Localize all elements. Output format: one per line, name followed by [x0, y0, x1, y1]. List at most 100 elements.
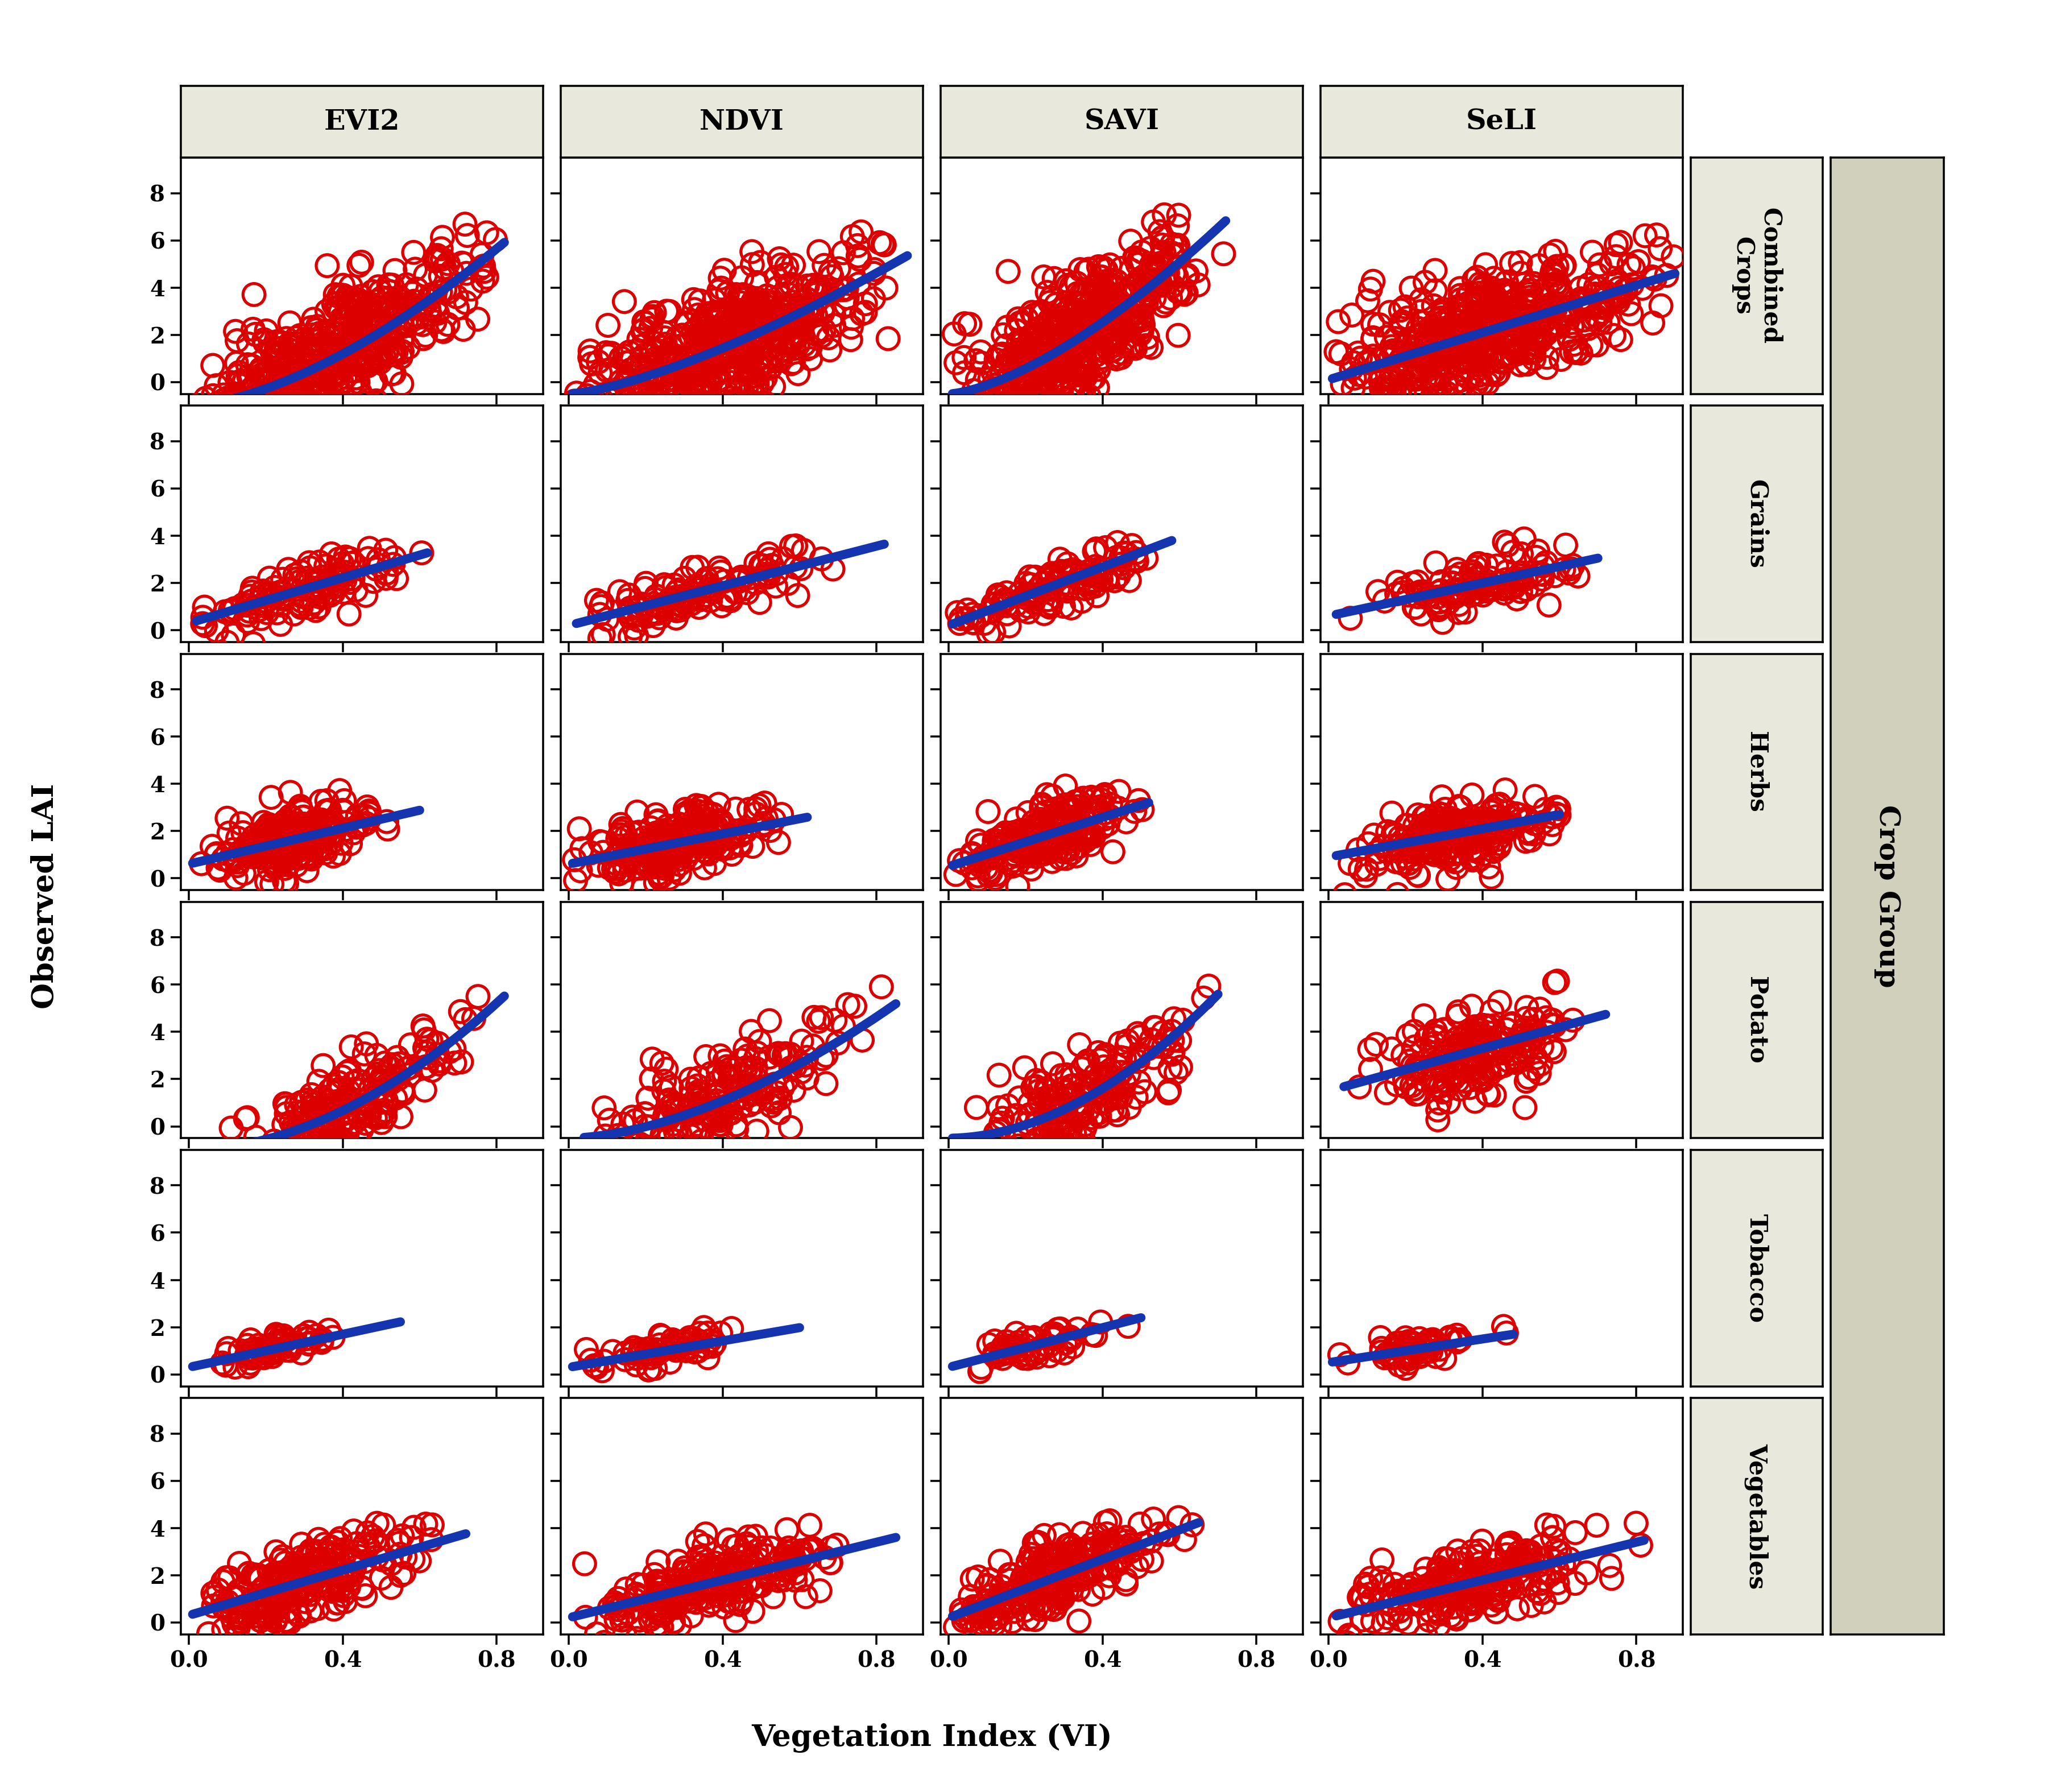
Point [1409, 581, 1442, 609]
Point [267, 1579, 300, 1607]
Point [263, 335, 296, 364]
Point [1413, 1581, 1446, 1609]
Point [1368, 380, 1401, 409]
Point [685, 1559, 718, 1588]
Point [296, 1539, 329, 1568]
Point [298, 806, 331, 835]
Point [985, 1335, 1018, 1364]
Point [356, 301, 389, 330]
Point [996, 351, 1028, 380]
Point [983, 1093, 1016, 1122]
Point [1543, 271, 1576, 299]
Point [1026, 263, 1059, 292]
Point [778, 312, 810, 340]
Point [1020, 1342, 1053, 1371]
Point [1002, 873, 1035, 901]
Point [613, 348, 646, 376]
Point [1428, 296, 1460, 324]
Point [1179, 256, 1212, 285]
Point [1403, 1581, 1436, 1609]
Point [276, 1107, 309, 1136]
Point [703, 276, 736, 305]
Point [712, 824, 745, 853]
Point [864, 228, 897, 256]
Point [1349, 362, 1382, 391]
Point [1537, 254, 1569, 283]
Point [1096, 321, 1129, 349]
Point [979, 1131, 1012, 1159]
Point [650, 588, 683, 616]
Point [648, 358, 681, 387]
Point [631, 1084, 664, 1113]
Point [623, 1129, 656, 1158]
Point [1343, 344, 1376, 373]
Point [687, 1575, 720, 1604]
Point [306, 1100, 339, 1129]
Point [232, 1353, 265, 1382]
Point [1028, 1098, 1061, 1127]
Point [1008, 819, 1041, 848]
Point [965, 394, 998, 423]
Point [1035, 1539, 1068, 1568]
Point [1477, 1555, 1510, 1584]
Point [675, 1586, 708, 1615]
Point [212, 383, 245, 412]
Point [228, 1104, 261, 1133]
Point [1407, 333, 1440, 362]
Point [1444, 1038, 1477, 1066]
Point [640, 1579, 673, 1607]
Point [1621, 247, 1654, 276]
Point [329, 1588, 362, 1616]
Point [1382, 1588, 1415, 1616]
Point [1150, 1025, 1183, 1054]
Point [1419, 256, 1452, 285]
Point [1454, 1029, 1487, 1057]
Point [1045, 814, 1078, 842]
Point [1384, 1328, 1417, 1357]
Point [1399, 357, 1432, 385]
Point [1428, 1016, 1460, 1045]
Point [1543, 1538, 1576, 1566]
Point [1012, 351, 1045, 380]
Point [771, 1516, 804, 1545]
Point [245, 389, 278, 418]
Point [286, 1116, 319, 1145]
Point [337, 1516, 370, 1545]
Point [1131, 1034, 1164, 1063]
Point [232, 1559, 265, 1588]
Point [1026, 1335, 1059, 1364]
Point [703, 1106, 736, 1134]
Point [738, 799, 771, 828]
Point [722, 303, 755, 332]
Point [1483, 1559, 1516, 1588]
Point [1397, 366, 1430, 394]
Point [237, 1335, 269, 1364]
Point [1150, 289, 1183, 317]
Point [792, 1536, 825, 1564]
Point [642, 840, 675, 869]
Point [1000, 805, 1033, 833]
Point [446, 315, 479, 344]
Point [1070, 1546, 1103, 1575]
Point [1446, 814, 1479, 842]
Point [1442, 1059, 1475, 1088]
Point [239, 1561, 272, 1590]
Point [677, 584, 710, 613]
Point [1539, 1011, 1572, 1039]
Point [695, 367, 728, 396]
Point [656, 1333, 689, 1362]
Point [687, 1575, 720, 1604]
Point [1497, 564, 1530, 593]
Point [800, 317, 833, 346]
Point [699, 1082, 732, 1111]
Point [1458, 314, 1491, 342]
Point [1349, 855, 1382, 883]
Point [728, 323, 761, 351]
Point [257, 346, 290, 375]
Point [253, 1331, 286, 1360]
Point [646, 1048, 679, 1077]
Point [385, 285, 418, 314]
Point [1450, 346, 1483, 375]
Point [1028, 355, 1061, 383]
Point [333, 285, 366, 314]
